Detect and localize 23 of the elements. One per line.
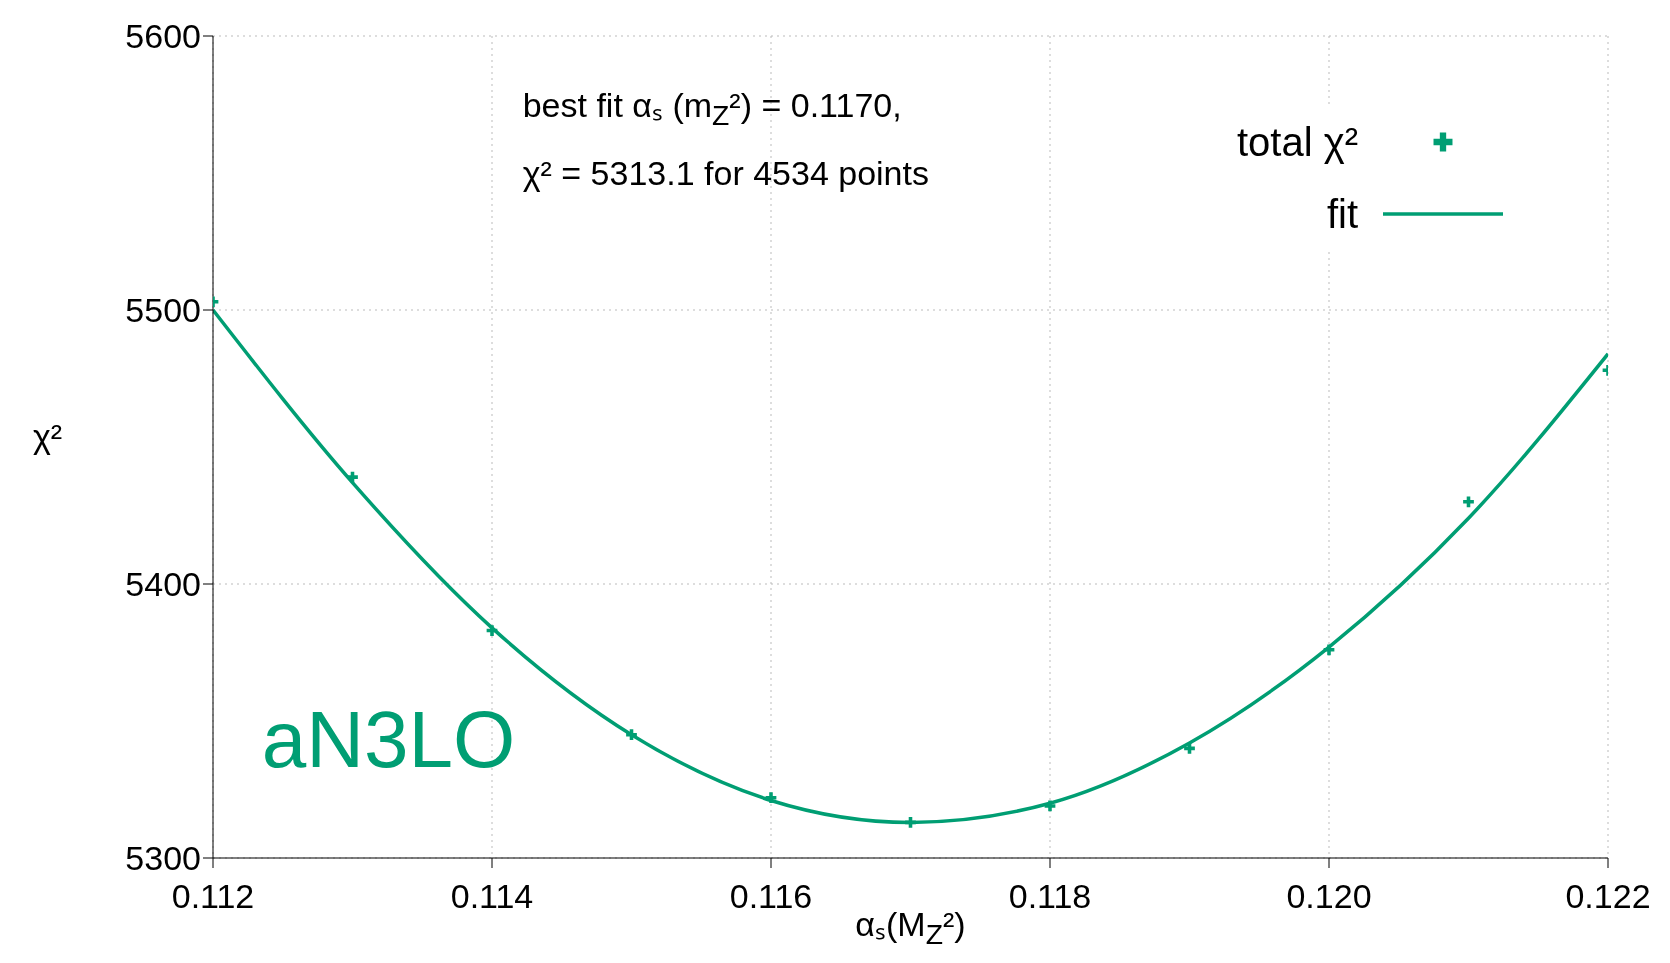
- legend-label: fit: [1326, 191, 1358, 237]
- y-tick-label: 5500: [125, 291, 201, 330]
- x-tick-label: 0.118: [1008, 877, 1092, 916]
- x-tick-label: 0.120: [1286, 877, 1372, 916]
- x-tick-label: 0.114: [450, 877, 534, 916]
- x-tick-label: 0.122: [1565, 877, 1651, 916]
- y-tick-label: 5300: [125, 839, 201, 878]
- annotation: best fit αₛ (m$_{Z}$²) = 0.1170,: [522, 85, 902, 132]
- y-tick-label: 5400: [125, 565, 201, 604]
- legend-label: total χ²: [1236, 119, 1358, 165]
- point: [1463, 496, 1474, 508]
- point: [347, 471, 358, 483]
- annotation: χ² = 5313.1 for 4534 points: [522, 154, 929, 193]
- point: [486, 625, 498, 636]
- y-axis-title: χ²: [33, 417, 63, 456]
- point: [1323, 644, 1335, 656]
- point: [1044, 800, 1056, 812]
- annotation: aN3LO: [261, 693, 516, 786]
- y-tick-label: 5600: [125, 17, 201, 56]
- x-tick-label: 0.112: [171, 877, 255, 916]
- point: [765, 792, 777, 804]
- x-tick-label: 0.116: [729, 877, 813, 916]
- x-axis-title: αₛ(M$_{Z}$²): [855, 905, 966, 950]
